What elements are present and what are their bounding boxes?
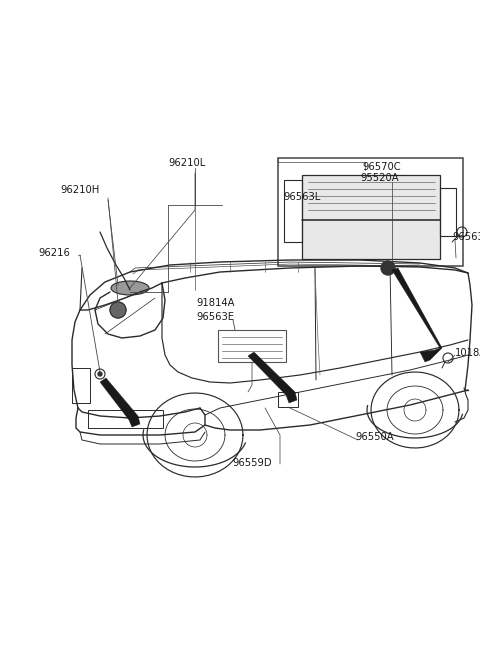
Bar <box>72 368 90 403</box>
Circle shape <box>381 261 395 275</box>
Bar <box>218 330 286 362</box>
Circle shape <box>98 372 102 376</box>
Text: 96563R: 96563R <box>452 232 480 242</box>
Circle shape <box>110 302 126 318</box>
Bar <box>278 392 298 407</box>
Bar <box>440 188 456 236</box>
Text: 96210H: 96210H <box>60 185 99 195</box>
Text: 1018AD: 1018AD <box>455 348 480 358</box>
Text: 96210L: 96210L <box>168 158 205 168</box>
Text: 91814A: 91814A <box>196 298 235 308</box>
Ellipse shape <box>111 281 149 295</box>
Polygon shape <box>100 378 140 427</box>
Text: 96563E: 96563E <box>196 312 234 322</box>
Text: 96570C: 96570C <box>362 162 401 172</box>
Polygon shape <box>248 352 297 403</box>
Bar <box>88 410 163 428</box>
Bar <box>284 180 302 242</box>
Text: 96559D: 96559D <box>232 458 272 468</box>
Text: 95520A: 95520A <box>360 173 398 183</box>
Text: 96216: 96216 <box>38 248 70 258</box>
Bar <box>278 158 463 266</box>
Polygon shape <box>392 268 442 362</box>
Text: 96563L: 96563L <box>283 192 320 202</box>
Bar <box>302 175 440 259</box>
Text: 96550A: 96550A <box>355 432 394 442</box>
